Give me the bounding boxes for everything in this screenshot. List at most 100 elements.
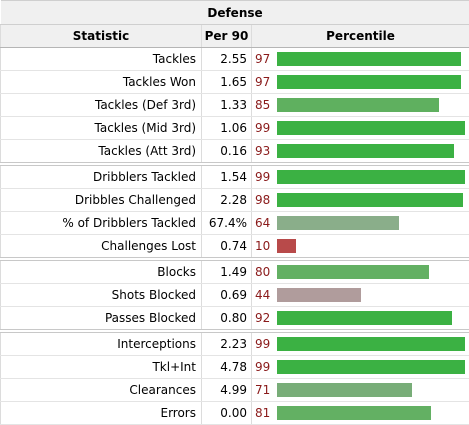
percentile-bar	[277, 311, 452, 325]
percentile-value: 85	[255, 98, 270, 112]
per90-cell: 1.06	[202, 117, 252, 140]
per90-cell: 1.65	[202, 71, 252, 94]
percentile-value: 44	[255, 288, 270, 302]
percentile-value: 64	[255, 216, 270, 230]
statistic-cell: Tackles (Def 3rd)	[1, 94, 202, 117]
percentile-value: 99	[255, 121, 270, 135]
percentile-cell: 99	[252, 356, 469, 379]
statistic-cell: % of Dribblers Tackled	[1, 212, 202, 235]
per90-cell: 0.00	[202, 402, 252, 425]
per90-cell: 1.33	[202, 94, 252, 117]
percentile-value: 92	[255, 311, 270, 325]
percentile-cell: 98	[252, 189, 469, 212]
percentile-value: 97	[255, 75, 270, 89]
column-header-percentile[interactable]: Percentile	[252, 25, 469, 48]
percentile-bar	[277, 337, 465, 351]
statistic-cell: Tkl+Int	[1, 356, 202, 379]
percentile-bar	[277, 75, 461, 89]
percentile-bar	[277, 144, 454, 158]
percentile-cell: 85	[252, 94, 469, 117]
percentile-bar	[277, 216, 399, 230]
section-title: Defense	[1, 1, 469, 25]
percentile-cell: 92	[252, 307, 469, 332]
per90-cell: 2.28	[202, 189, 252, 212]
percentile-value: 10	[255, 239, 270, 253]
percentile-cell: 99	[252, 117, 469, 140]
per90-cell: 67.4%	[202, 212, 252, 235]
per90-cell: 4.99	[202, 379, 252, 402]
per90-cell: 0.16	[202, 140, 252, 165]
percentile-value: 81	[255, 406, 270, 420]
statistic-cell: Tackles	[1, 48, 202, 71]
percentile-value: 99	[255, 170, 270, 184]
percentile-bar	[277, 98, 439, 112]
statistic-cell: Tackles (Mid 3rd)	[1, 117, 202, 140]
percentile-cell: 97	[252, 71, 469, 94]
statistic-cell: Tackles Won	[1, 71, 202, 94]
column-header-per90[interactable]: Per 90	[202, 25, 252, 48]
percentile-bar	[277, 239, 296, 253]
percentile-cell: 99	[252, 331, 469, 356]
percentile-value: 98	[255, 193, 270, 207]
per90-cell: 2.23	[202, 331, 252, 356]
percentile-bar	[277, 288, 361, 302]
percentile-bar	[277, 383, 412, 397]
percentile-cell: 44	[252, 284, 469, 307]
column-header-statistic[interactable]: Statistic	[1, 25, 202, 48]
per90-cell: 2.55	[202, 48, 252, 71]
percentile-bar	[277, 193, 463, 207]
statistic-cell: Passes Blocked	[1, 307, 202, 332]
percentile-bar	[277, 406, 431, 420]
per90-cell: 1.49	[202, 259, 252, 284]
percentile-value: 93	[255, 144, 270, 158]
percentile-value: 97	[255, 52, 270, 66]
statistic-cell: Dribblers Tackled	[1, 164, 202, 189]
percentile-cell: 80	[252, 259, 469, 284]
statistic-cell: Challenges Lost	[1, 235, 202, 260]
percentile-value: 99	[255, 360, 270, 374]
percentile-cell: 97	[252, 48, 469, 71]
percentile-cell: 93	[252, 140, 469, 165]
percentile-cell: 10	[252, 235, 469, 260]
statistic-cell: Shots Blocked	[1, 284, 202, 307]
percentile-cell: 99	[252, 164, 469, 189]
percentile-value: 71	[255, 383, 270, 397]
per90-cell: 4.78	[202, 356, 252, 379]
statistic-cell: Errors	[1, 402, 202, 425]
percentile-value: 99	[255, 337, 270, 351]
per90-cell: 0.80	[202, 307, 252, 332]
statistic-cell: Blocks	[1, 259, 202, 284]
percentile-cell: 81	[252, 402, 469, 425]
column-header-row: Statistic Per 90 Percentile	[1, 25, 469, 48]
percentile-bar	[277, 170, 465, 184]
percentile-bar	[277, 52, 461, 66]
per90-cell: 0.74	[202, 235, 252, 260]
percentile-value: 80	[255, 265, 270, 279]
percentile-bar	[277, 121, 465, 135]
per90-cell: 1.54	[202, 164, 252, 189]
statistic-cell: Tackles (Att 3rd)	[1, 140, 202, 165]
statistic-cell: Interceptions	[1, 331, 202, 356]
percentile-cell: 64	[252, 212, 469, 235]
over-header-row: Defense	[1, 1, 469, 25]
statistic-cell: Dribbles Challenged	[1, 189, 202, 212]
statistic-cell: Clearances	[1, 379, 202, 402]
percentile-bar	[277, 265, 429, 279]
